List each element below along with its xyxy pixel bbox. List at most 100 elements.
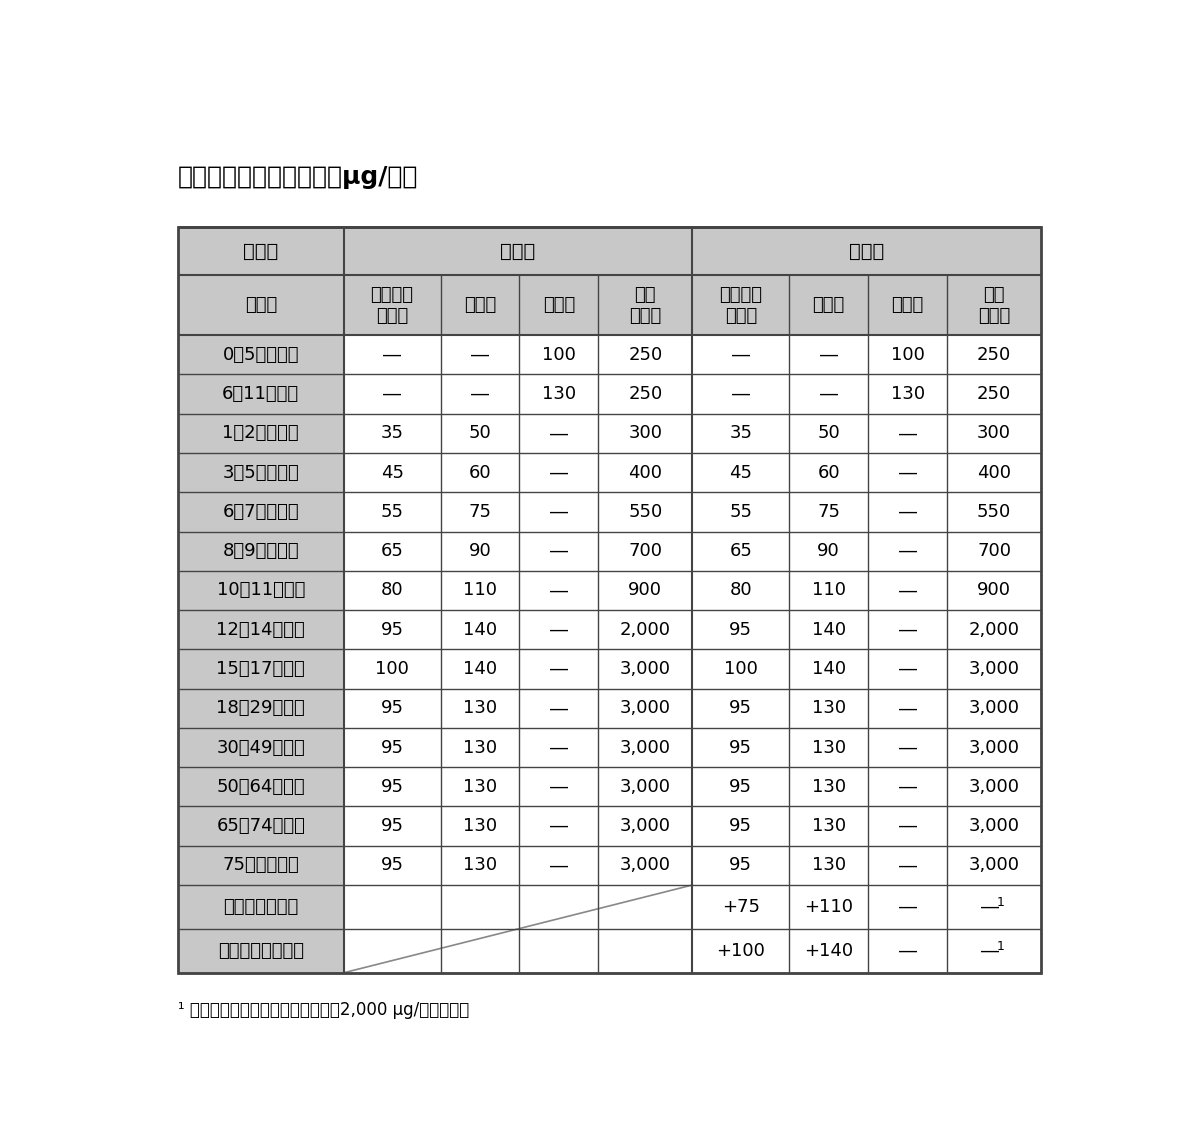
Text: 95: 95 (381, 620, 404, 638)
Bar (344, 336, 440, 374)
Text: 130: 130 (541, 385, 576, 403)
Text: 130: 130 (812, 857, 846, 874)
Text: 性　別: 性 別 (243, 241, 279, 261)
Text: ―: ― (899, 857, 916, 874)
Bar (868, 767, 947, 807)
Text: 130: 130 (812, 817, 846, 835)
Text: 140: 140 (463, 620, 497, 638)
Bar (789, 929, 868, 973)
Text: 目安量: 目安量 (891, 296, 923, 314)
Bar (344, 728, 440, 767)
Bar (440, 610, 520, 650)
Bar (692, 531, 789, 571)
Bar (868, 531, 947, 571)
Text: 95: 95 (729, 620, 753, 638)
Text: 1: 1 (997, 940, 1005, 953)
Text: ―: ― (550, 817, 567, 835)
Bar (178, 846, 344, 885)
Text: ―: ― (899, 542, 916, 560)
Text: 700: 700 (977, 542, 1011, 560)
Bar (178, 885, 344, 929)
Text: ―: ― (899, 778, 916, 795)
Bar (344, 531, 440, 571)
Text: ―: ― (550, 503, 567, 521)
Bar (598, 531, 692, 571)
Text: ―: ― (732, 346, 750, 364)
Text: 900: 900 (628, 582, 662, 600)
Bar (178, 807, 344, 846)
Text: 35: 35 (381, 424, 404, 443)
Text: 3,000: 3,000 (969, 817, 1020, 835)
Text: 550: 550 (977, 503, 1011, 521)
Text: 95: 95 (729, 739, 753, 757)
Text: 300: 300 (977, 424, 1011, 443)
Bar (440, 571, 520, 610)
Bar (440, 846, 520, 885)
Text: 50: 50 (818, 424, 840, 443)
Text: 18～29（歳）: 18～29（歳） (216, 699, 305, 717)
Bar (178, 374, 344, 414)
Bar (692, 228, 1041, 275)
Text: 推奫量: 推奫量 (813, 296, 845, 314)
Text: 女　性: 女 性 (849, 241, 884, 261)
Bar (947, 610, 1041, 650)
Text: 95: 95 (729, 817, 753, 835)
Text: ―: ― (899, 699, 916, 717)
Bar (598, 885, 692, 929)
Text: 130: 130 (463, 778, 497, 795)
Text: 3,000: 3,000 (620, 857, 671, 874)
Bar (344, 275, 440, 336)
Text: 400: 400 (977, 463, 1011, 481)
Text: 推奫量: 推奫量 (464, 296, 496, 314)
Bar (789, 688, 868, 728)
Text: 年齢等: 年齢等 (245, 296, 277, 314)
Bar (947, 275, 1041, 336)
Text: ―: ― (899, 463, 916, 481)
Bar (692, 650, 789, 688)
Text: ―: ― (899, 620, 916, 638)
Text: 130: 130 (812, 739, 846, 757)
Bar (789, 336, 868, 374)
Bar (947, 929, 1041, 973)
Text: 3～5　（歳）: 3～5 （歳） (222, 463, 299, 481)
Text: ―: ― (732, 385, 750, 403)
Text: 110: 110 (812, 582, 845, 600)
Bar (344, 571, 440, 610)
Bar (947, 807, 1041, 846)
Bar (692, 453, 789, 493)
Text: 6～7　（歳）: 6～7 （歳） (222, 503, 299, 521)
Text: +100: +100 (717, 942, 766, 959)
Text: +140: +140 (804, 942, 853, 959)
Bar (789, 414, 868, 453)
Bar (344, 929, 440, 973)
Text: ―: ― (550, 463, 567, 481)
Bar (598, 688, 692, 728)
Text: 75以上（歳）: 75以上（歳） (222, 857, 299, 874)
Bar (598, 374, 692, 414)
Bar (344, 650, 440, 688)
Text: 8～9　（歳）: 8～9 （歳） (222, 542, 299, 560)
Bar (440, 336, 520, 374)
Bar (178, 275, 344, 336)
Text: 1～2　（歳）: 1～2 （歳） (222, 424, 299, 443)
Text: 250: 250 (628, 385, 662, 403)
Text: ―: ― (820, 385, 838, 403)
Text: 3,000: 3,000 (620, 739, 671, 757)
Text: ―: ― (899, 424, 916, 443)
Bar (520, 275, 598, 336)
Text: 80: 80 (381, 582, 404, 600)
Bar (598, 728, 692, 767)
Bar (440, 885, 520, 929)
Text: 男　性: 男 性 (501, 241, 535, 261)
Bar (178, 531, 344, 571)
Bar (692, 374, 789, 414)
Bar (789, 650, 868, 688)
Bar (344, 846, 440, 885)
Bar (178, 688, 344, 728)
Bar (789, 610, 868, 650)
Text: 700: 700 (628, 542, 662, 560)
Bar (178, 650, 344, 688)
Bar (789, 728, 868, 767)
Text: 2,000: 2,000 (969, 620, 1020, 638)
Bar (598, 453, 692, 493)
